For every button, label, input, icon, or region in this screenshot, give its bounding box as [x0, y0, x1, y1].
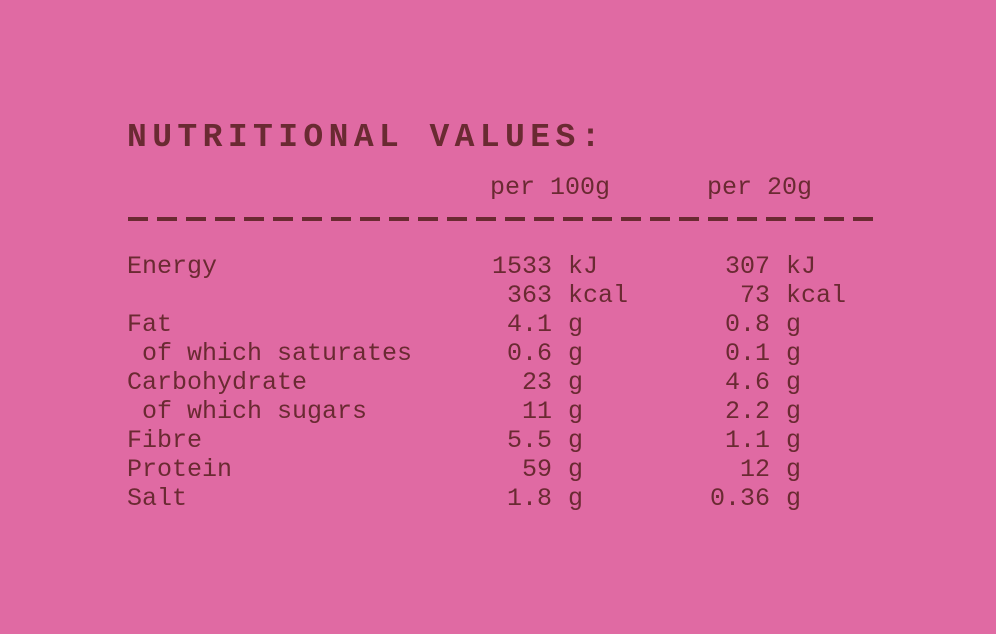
nutrient-label: Salt — [127, 484, 188, 513]
unit-per-100g: g — [568, 310, 584, 339]
value-per-100g: 4.1 — [506, 310, 552, 339]
value-per-100g: 1.8 — [506, 484, 552, 513]
unit-per-100g: g — [568, 368, 584, 397]
nutrient-label: of which saturates — [127, 339, 413, 368]
value-per-100g: 23 — [521, 368, 552, 397]
unit-per-100g: kJ — [568, 252, 599, 281]
divider — [128, 217, 876, 221]
unit-per-20g: g — [786, 455, 802, 484]
value-per-100g: 1533 — [491, 252, 552, 281]
value-per-20g: 307 — [724, 252, 770, 281]
unit-per-20g: kcal — [786, 281, 847, 310]
nutrient-label: Carbohydrate — [127, 368, 308, 397]
value-per-20g: 0.1 — [724, 339, 770, 368]
unit-per-100g: kcal — [568, 281, 629, 310]
unit-per-20g: g — [786, 368, 802, 397]
unit-per-20g: g — [786, 484, 802, 513]
value-per-20g: 0.8 — [724, 310, 770, 339]
value-per-100g: 363 — [506, 281, 552, 310]
unit-per-100g: g — [568, 397, 584, 426]
column-header: per 20g — [707, 173, 813, 202]
unit-per-20g: g — [786, 397, 802, 426]
title: NUTRITIONAL VALUES: — [127, 119, 606, 156]
value-per-20g: 0.36 — [709, 484, 770, 513]
value-per-20g: 12 — [739, 455, 770, 484]
column-header: per 100g — [490, 173, 611, 202]
value-per-20g: 4.6 — [724, 368, 770, 397]
unit-per-20g: g — [786, 339, 802, 368]
unit-per-100g: g — [568, 339, 584, 368]
value-per-100g: 0.6 — [506, 339, 552, 368]
value-per-20g: 2.2 — [724, 397, 770, 426]
value-per-20g: 73 — [739, 281, 770, 310]
value-per-100g: 5.5 — [506, 426, 552, 455]
nutrient-label: Fat — [127, 310, 173, 339]
unit-per-20g: g — [786, 426, 802, 455]
nutrient-label: of which sugars — [127, 397, 368, 426]
nutrient-label: Protein — [127, 455, 233, 484]
unit-per-100g: g — [568, 426, 584, 455]
unit-per-100g: g — [568, 484, 584, 513]
nutrient-label: Energy — [127, 252, 218, 281]
unit-per-20g: g — [786, 310, 802, 339]
unit-per-100g: g — [568, 455, 584, 484]
nutrient-label: Fibre — [127, 426, 203, 455]
unit-per-20g: kJ — [786, 252, 817, 281]
value-per-100g: 11 — [521, 397, 552, 426]
value-per-100g: 59 — [521, 455, 552, 484]
value-per-20g: 1.1 — [724, 426, 770, 455]
